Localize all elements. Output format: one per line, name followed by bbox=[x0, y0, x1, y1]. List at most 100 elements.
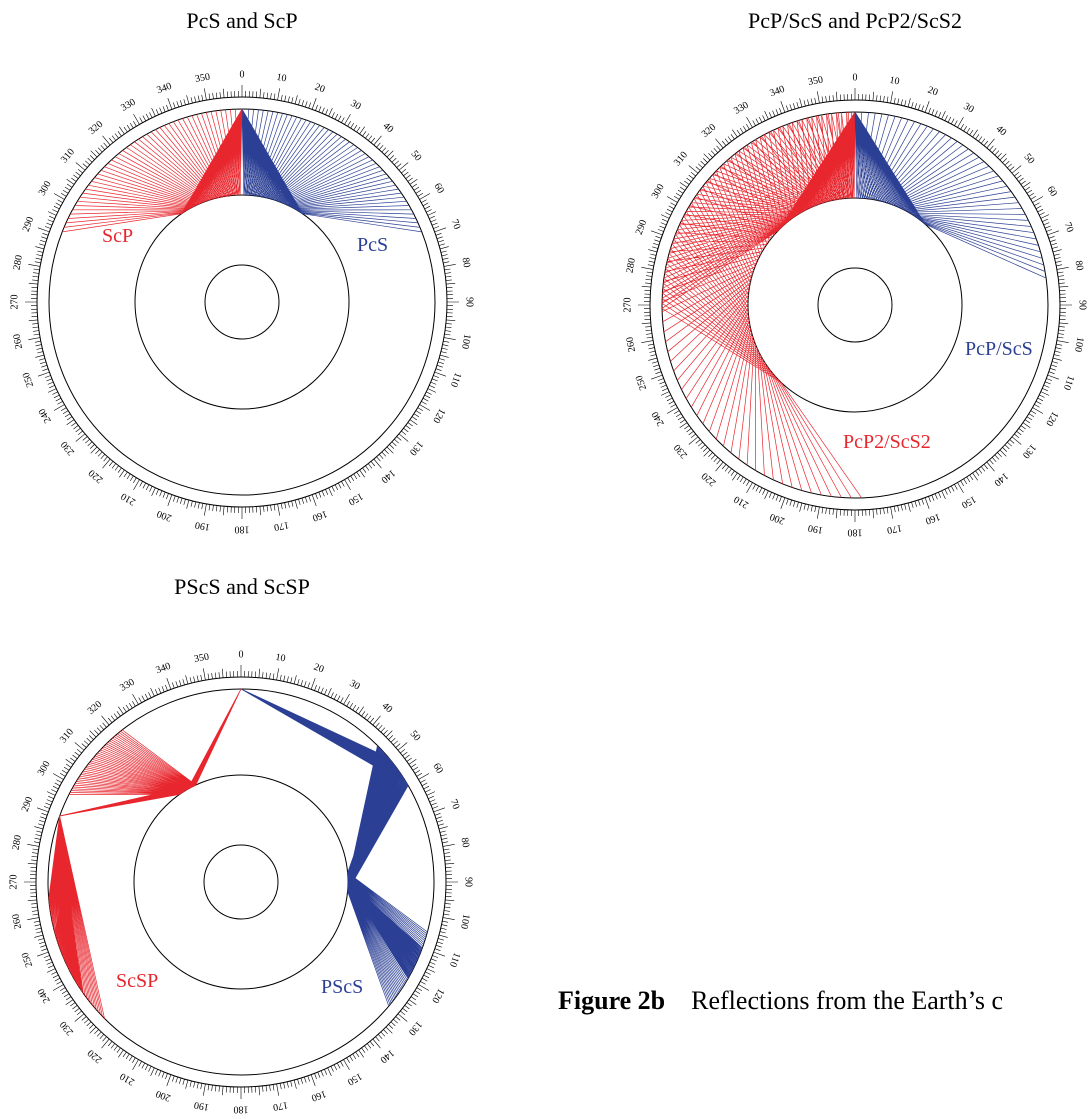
degree-label-300: 300 bbox=[36, 759, 53, 777]
degree-label-20: 20 bbox=[313, 82, 326, 96]
degree-label-350: 350 bbox=[194, 71, 211, 84]
degree-label-270: 270 bbox=[8, 875, 19, 890]
outer-scale-circle bbox=[35, 676, 447, 1088]
panel-title-pscs-scsp: PScS and ScSP bbox=[174, 574, 310, 599]
core-mantle-boundary bbox=[134, 194, 350, 410]
degree-label-70: 70 bbox=[449, 218, 463, 231]
degree-label-350: 350 bbox=[193, 651, 210, 664]
scsp-rays-dense bbox=[54, 729, 197, 993]
degree-label-0: 0 bbox=[240, 69, 245, 80]
degree-label-110: 110 bbox=[447, 951, 462, 969]
label-pcp2-scs2: PcP2/ScS2 bbox=[843, 431, 931, 453]
pcp-scs-rays bbox=[854, 111, 1047, 279]
degree-label-220: 220 bbox=[86, 1047, 105, 1065]
degree-label-20: 20 bbox=[926, 85, 939, 99]
degree-label-70: 70 bbox=[1062, 221, 1076, 234]
core-mantle-boundary bbox=[133, 774, 349, 990]
degree-label-60: 60 bbox=[1045, 184, 1060, 198]
degree-label-350: 350 bbox=[807, 74, 824, 87]
degree-label-200: 200 bbox=[768, 511, 786, 526]
pcs-rays bbox=[241, 108, 422, 233]
degree-label-280: 280 bbox=[11, 254, 24, 271]
pscs-rays-dense bbox=[347, 745, 423, 979]
degree-label-320: 320 bbox=[86, 699, 105, 717]
panel-title-pcs-scp: PcS and ScP bbox=[186, 8, 298, 33]
label-pscs: PScS bbox=[321, 976, 363, 998]
degree-label-170: 170 bbox=[886, 522, 903, 535]
degree-label-10: 10 bbox=[889, 75, 901, 88]
caption-figure-number: Figure 2b bbox=[558, 986, 666, 1015]
ray-paths bbox=[62, 108, 422, 233]
degree-label-270: 270 bbox=[9, 295, 20, 310]
degree-label-140: 140 bbox=[378, 1047, 397, 1065]
degree-label-90: 90 bbox=[464, 297, 475, 307]
degree-label-260: 260 bbox=[10, 913, 23, 930]
degree-label-130: 130 bbox=[406, 1019, 424, 1038]
degree-label-90: 90 bbox=[463, 877, 474, 887]
inner-core-boundary bbox=[817, 267, 893, 343]
degree-label-150: 150 bbox=[345, 1070, 363, 1087]
degree-label-250: 250 bbox=[20, 951, 35, 969]
degree-label-200: 200 bbox=[155, 508, 173, 523]
degree-label-260: 260 bbox=[624, 336, 637, 353]
degree-label-80: 80 bbox=[459, 837, 472, 849]
pcp2-scs2-rays bbox=[661, 111, 862, 499]
degree-label-250: 250 bbox=[21, 371, 36, 389]
degree-label-60: 60 bbox=[431, 761, 446, 775]
label-pcp-scs: PcP/ScS bbox=[965, 338, 1033, 360]
degree-label-340: 340 bbox=[155, 81, 173, 96]
degree-label-290: 290 bbox=[21, 215, 36, 233]
degree-label-120: 120 bbox=[429, 986, 446, 1004]
degree-label-280: 280 bbox=[624, 257, 637, 274]
inner-core-boundary bbox=[204, 264, 280, 340]
earth-surface-circle bbox=[47, 688, 435, 1076]
degree-label-90: 90 bbox=[1077, 300, 1088, 310]
degree-label-170: 170 bbox=[273, 519, 290, 532]
degree-label-250: 250 bbox=[634, 374, 649, 392]
degree-ticks bbox=[638, 88, 1072, 522]
degree-label-100: 100 bbox=[1072, 336, 1085, 353]
label-pcs: PcS bbox=[357, 234, 388, 256]
degree-label-160: 160 bbox=[311, 508, 329, 523]
degree-label-290: 290 bbox=[634, 218, 649, 236]
degree-label-50: 50 bbox=[408, 729, 423, 744]
degree-label-190: 190 bbox=[807, 522, 824, 535]
degree-label-40: 40 bbox=[380, 701, 395, 716]
figure-caption: Figure 2b Reflections from the Earth’s c bbox=[558, 986, 1003, 1016]
degree-label-280: 280 bbox=[10, 834, 23, 851]
degree-label-70: 70 bbox=[448, 798, 462, 811]
degree-label-180: 180 bbox=[234, 1104, 249, 1115]
degree-label-160: 160 bbox=[924, 511, 942, 526]
degree-label-110: 110 bbox=[1061, 374, 1076, 392]
degree-ticks bbox=[25, 85, 459, 519]
degree-label-110: 110 bbox=[448, 371, 463, 389]
degree-label-290: 290 bbox=[20, 795, 35, 813]
degree-label-210: 210 bbox=[118, 1070, 136, 1087]
degree-label-270: 270 bbox=[622, 298, 633, 313]
degree-label-230: 230 bbox=[58, 1019, 76, 1038]
degree-label-190: 190 bbox=[193, 1099, 210, 1112]
degree-label-80: 80 bbox=[460, 257, 473, 269]
degree-label-340: 340 bbox=[768, 84, 786, 99]
degree-label-30: 30 bbox=[349, 98, 363, 113]
inner-core-boundary bbox=[203, 844, 279, 920]
degree-label-30: 30 bbox=[962, 101, 976, 116]
degree-label-100: 100 bbox=[459, 333, 472, 350]
degree-label-310: 310 bbox=[58, 727, 76, 746]
label-scsp: ScSP bbox=[116, 970, 158, 992]
scp-rays bbox=[62, 108, 243, 233]
degree-label-260: 260 bbox=[11, 333, 24, 350]
degree-label-160: 160 bbox=[310, 1088, 328, 1103]
degree-label-330: 330 bbox=[118, 677, 136, 694]
degree-label-180: 180 bbox=[235, 524, 250, 535]
degree-label-170: 170 bbox=[272, 1099, 289, 1112]
degree-label-180: 180 bbox=[848, 527, 863, 538]
degree-ticks bbox=[24, 665, 458, 1099]
degree-label-200: 200 bbox=[154, 1088, 172, 1103]
degree-label-20: 20 bbox=[312, 662, 325, 676]
label-scp: ScP bbox=[102, 225, 133, 247]
degree-label-10: 10 bbox=[275, 652, 287, 665]
